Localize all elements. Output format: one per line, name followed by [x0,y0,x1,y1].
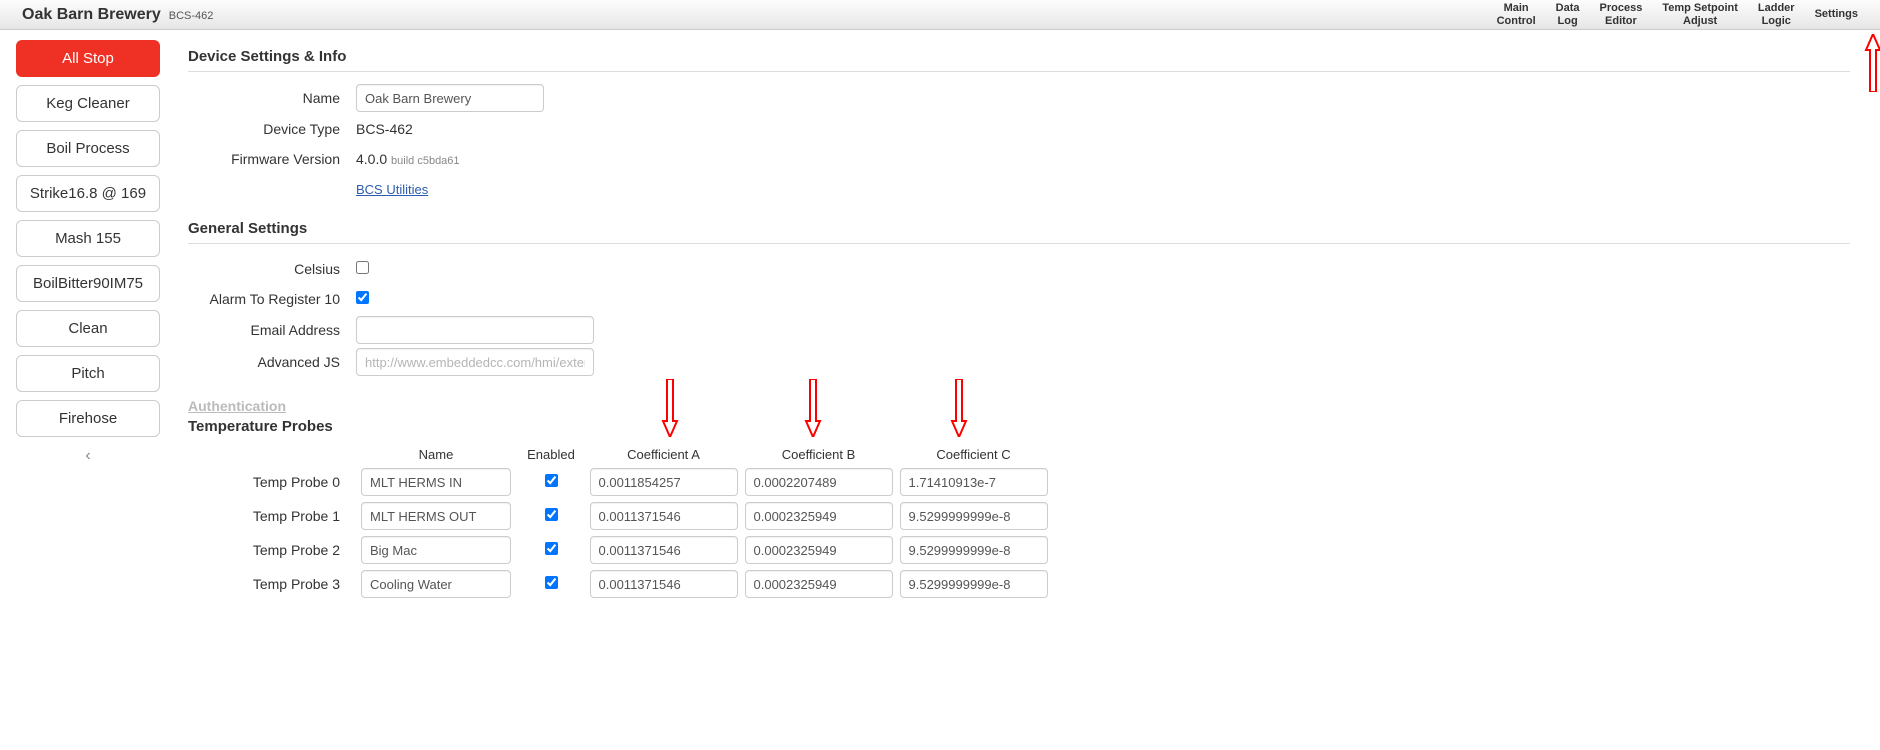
device-name-input[interactable] [356,84,544,112]
collapse-sidebar-icon[interactable]: ‹ [16,445,160,465]
probe-coef-a-input[interactable] [590,536,738,564]
probe-name-input[interactable] [361,570,511,598]
probe-name-input[interactable] [361,468,511,496]
probe-coef-c-input[interactable] [900,570,1048,598]
sidebar-item-1[interactable]: Boil Process [16,130,160,167]
probe-coef-a-input[interactable] [590,468,738,496]
topbar-nav: MainControlDataLogProcessEditorTemp Setp… [1487,2,1868,27]
probes-section-title: Temperature Probes [188,416,1850,441]
advanced-js-input[interactable] [356,348,594,376]
sidebar-item-5[interactable]: Clean [16,310,160,347]
probe-enabled-checkbox[interactable] [545,508,558,521]
probe-row-1: Temp Probe 1 [188,502,1850,530]
probe-enabled-checkbox[interactable] [545,542,558,555]
device-type-label: Device Type [188,121,356,137]
probe-coef-b-input[interactable] [745,502,893,530]
celsius-checkbox[interactable] [356,261,369,274]
probe-coef-b-input[interactable] [745,468,893,496]
probe-header-a: Coefficient A [586,447,741,462]
general-section-title: General Settings [188,210,1850,243]
probe-header-enabled: Enabled [516,447,586,462]
probe-enabled-checkbox[interactable] [545,474,558,487]
device-name-label: Name [188,90,356,106]
probe-row-2: Temp Probe 2 [188,536,1850,564]
probe-coef-c-input[interactable] [900,468,1048,496]
probe-row-3: Temp Probe 3 [188,570,1850,598]
celsius-label: Celsius [188,261,356,277]
nav-settings[interactable]: Settings [1805,2,1868,27]
probe-header-c: Coefficient C [896,447,1051,462]
probe-coef-c-input[interactable] [900,502,1048,530]
sidebar-item-7[interactable]: Firehose [16,400,160,437]
alarm-label: Alarm To Register 10 [188,291,356,307]
fw-value: 4.0.0 [356,147,387,171]
topbar: Oak Barn Brewery BCS-462 MainControlData… [0,0,1880,30]
js-label: Advanced JS [188,354,356,370]
sidebar: All Stop Keg Cleaner Boil Process Strike16… [0,30,170,750]
probe-row-0: Temp Probe 0 [188,468,1850,496]
probe-enabled-checkbox[interactable] [545,576,558,589]
main-content: Device Settings & Info Name Device Type … [170,30,1880,750]
device-type-value: BCS-462 [356,117,413,141]
page-title: Oak Barn Brewery [22,6,161,24]
sidebar-item-0[interactable]: Keg Cleaner [16,85,160,122]
sidebar-item-3[interactable]: Mash 155 [16,220,160,257]
probe-label: Temp Probe 2 [188,542,356,558]
nav-temp-setpoint[interactable]: Temp SetpointAdjust [1652,2,1748,27]
probe-header-b: Coefficient B [741,447,896,462]
probe-coef-a-input[interactable] [590,502,738,530]
sidebar-item-6[interactable]: Pitch [16,355,160,392]
probe-coef-c-input[interactable] [900,536,1048,564]
authentication-link[interactable]: Authentication [188,384,286,416]
probe-header-name: Name [356,447,516,462]
nav-data[interactable]: DataLog [1546,2,1590,27]
sidebar-item-2[interactable]: Strike16.8 @ 169 [16,175,160,212]
probe-label: Temp Probe 1 [188,508,356,524]
fw-build: build c5bda61 [391,155,460,167]
probe-coef-b-input[interactable] [745,536,893,564]
probe-coef-b-input[interactable] [745,570,893,598]
sidebar-item-4[interactable]: BoilBitter90IM75 [16,265,160,302]
all-stop-button[interactable]: All Stop [16,40,160,77]
probe-name-input[interactable] [361,502,511,530]
annotation-arrow-settings [1864,34,1880,92]
probe-label: Temp Probe 0 [188,474,356,490]
nav-main[interactable]: MainControl [1487,2,1546,27]
fw-label: Firmware Version [188,151,356,167]
email-label: Email Address [188,322,356,338]
probe-label: Temp Probe 3 [188,576,356,592]
bcs-utilities-link[interactable]: BCS Utilities [356,182,428,197]
alarm-checkbox[interactable] [356,291,369,304]
nav-ladder[interactable]: LadderLogic [1748,2,1805,27]
nav-process[interactable]: ProcessEditor [1590,2,1653,27]
probe-name-input[interactable] [361,536,511,564]
email-input[interactable] [356,316,594,344]
device-section-title: Device Settings & Info [188,38,1850,71]
page-subtitle: BCS-462 [169,10,214,22]
probe-coef-a-input[interactable] [590,570,738,598]
